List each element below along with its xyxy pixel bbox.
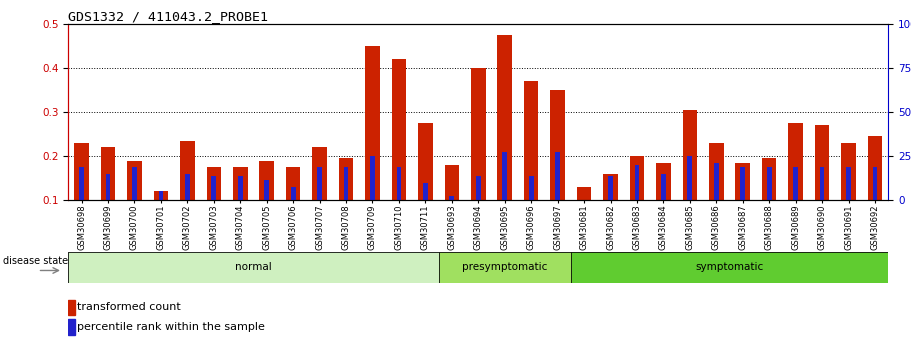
Bar <box>471 68 486 200</box>
Bar <box>555 152 560 200</box>
Bar <box>630 156 644 200</box>
Bar <box>418 123 433 200</box>
Bar <box>793 167 798 200</box>
Bar <box>286 167 301 200</box>
Bar <box>814 125 829 200</box>
Bar <box>291 187 295 200</box>
Bar <box>502 152 507 200</box>
Bar <box>392 59 406 200</box>
Bar <box>396 167 402 200</box>
Bar <box>128 160 142 200</box>
Bar <box>497 35 512 200</box>
Bar <box>528 176 534 200</box>
Bar <box>312 147 327 200</box>
Bar <box>339 158 353 200</box>
Bar <box>264 180 269 200</box>
Bar <box>180 141 195 200</box>
Bar <box>524 81 538 200</box>
Bar <box>656 163 670 200</box>
Bar <box>661 174 666 200</box>
Bar <box>445 165 459 200</box>
Bar <box>788 123 803 200</box>
Text: presymptomatic: presymptomatic <box>462 263 548 272</box>
Bar <box>714 163 719 200</box>
Text: GDS1332 / 411043.2_PROBE1: GDS1332 / 411043.2_PROBE1 <box>68 10 269 23</box>
Bar <box>68 299 75 315</box>
Bar <box>260 160 274 200</box>
Bar <box>159 191 163 200</box>
Bar <box>317 167 322 200</box>
Bar <box>550 90 565 200</box>
Bar <box>154 191 169 200</box>
Bar <box>370 156 374 200</box>
Bar <box>211 176 216 200</box>
Text: normal: normal <box>235 263 271 272</box>
Bar <box>476 176 481 200</box>
Bar <box>820 167 824 200</box>
Bar <box>867 136 882 200</box>
Bar <box>709 143 723 200</box>
Bar <box>423 183 428 200</box>
Bar <box>873 167 877 200</box>
Bar <box>101 147 116 200</box>
Text: transformed count: transformed count <box>77 303 181 313</box>
Bar <box>609 176 613 200</box>
Bar <box>682 110 697 200</box>
Bar <box>449 196 455 200</box>
Bar <box>767 167 772 200</box>
Bar <box>841 143 855 200</box>
Bar <box>68 319 75 335</box>
Bar <box>68 252 438 283</box>
Bar <box>735 163 750 200</box>
Bar <box>762 158 776 200</box>
Bar <box>185 174 189 200</box>
Bar <box>106 174 110 200</box>
Bar <box>233 167 248 200</box>
Bar <box>688 156 692 200</box>
Bar <box>603 174 618 200</box>
Bar <box>79 167 84 200</box>
Bar <box>582 200 587 207</box>
Text: percentile rank within the sample: percentile rank within the sample <box>77 322 265 332</box>
Bar <box>741 167 745 200</box>
Text: disease state: disease state <box>4 256 68 266</box>
Bar <box>75 143 89 200</box>
Bar <box>238 176 242 200</box>
Bar <box>846 167 851 200</box>
Bar <box>132 167 137 200</box>
Bar <box>571 252 888 283</box>
Bar <box>635 165 640 200</box>
Bar <box>365 46 380 200</box>
Bar <box>438 252 571 283</box>
Bar <box>343 167 348 200</box>
Text: symptomatic: symptomatic <box>695 263 763 272</box>
Bar <box>577 187 591 200</box>
Bar <box>207 167 221 200</box>
